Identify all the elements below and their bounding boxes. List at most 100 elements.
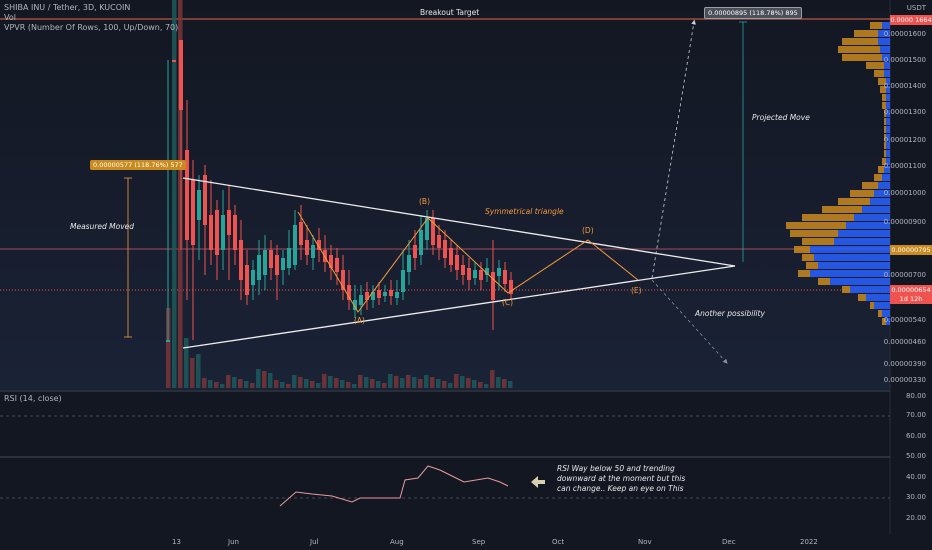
wave-label-c[interactable]: (C) bbox=[502, 298, 514, 307]
rsi-note-line-3[interactable]: can change.. Keep an eye on This bbox=[557, 484, 684, 493]
candle-body bbox=[305, 240, 309, 255]
candle-body bbox=[449, 248, 453, 265]
symmetrical-triangle-label[interactable]: Symmetrical triangle bbox=[485, 207, 564, 216]
candle-body bbox=[419, 230, 423, 255]
volume-bar bbox=[430, 377, 435, 388]
vpvr-bar-down bbox=[802, 214, 854, 221]
vpvr-bar-down bbox=[878, 310, 882, 317]
vpvr-bar-up bbox=[834, 238, 890, 245]
vpvr-bar-up bbox=[886, 86, 890, 93]
vpvr-bar-up bbox=[886, 142, 890, 149]
volume-bar bbox=[352, 384, 357, 388]
vpvr-bar-down bbox=[870, 302, 874, 309]
vpvr-bar-down bbox=[842, 286, 850, 293]
candle-body bbox=[233, 215, 237, 250]
price-axis-label: 0.00001200 bbox=[883, 136, 926, 144]
vpvr-bar-down bbox=[838, 46, 880, 53]
volume-bar bbox=[310, 381, 315, 388]
volume-bar bbox=[334, 378, 339, 388]
vpvr-bar-down bbox=[884, 110, 886, 117]
vpvr-bar-up bbox=[886, 318, 890, 325]
last-price-tag: 0.00000654 bbox=[890, 285, 932, 295]
volume-bar bbox=[478, 382, 483, 388]
vpvr-bar-up bbox=[854, 214, 890, 221]
volume-bar bbox=[424, 375, 429, 388]
volume-bar bbox=[322, 374, 327, 388]
candle-body bbox=[371, 292, 375, 300]
projected-move-label[interactable]: Projected Move bbox=[752, 113, 810, 122]
time-axis-label: 13 bbox=[172, 538, 181, 546]
vpvr-bar-up bbox=[870, 198, 890, 205]
vpvr-bar-up bbox=[874, 302, 890, 309]
measured-move-label[interactable]: Measured Moved bbox=[70, 222, 135, 231]
time-axis-label: Dec bbox=[722, 538, 736, 546]
rsi-axis-label: 40.00 bbox=[905, 473, 926, 481]
vpvr-bar-up bbox=[886, 126, 890, 133]
vpvr-bar-up bbox=[886, 94, 890, 101]
vpvr-bar-down bbox=[786, 222, 846, 229]
volume-bar bbox=[358, 375, 363, 388]
time-axis-label: Oct bbox=[552, 538, 565, 546]
candle-body bbox=[185, 150, 189, 240]
candle-body bbox=[263, 250, 267, 275]
candle-body bbox=[221, 215, 225, 250]
main-pane-bg bbox=[0, 0, 890, 390]
candle-body bbox=[479, 270, 483, 280]
vpvr-bar-up bbox=[810, 246, 890, 253]
volume-bar bbox=[328, 376, 333, 388]
triangle-upper-line[interactable] bbox=[182, 177, 736, 267]
volume-bars bbox=[166, 0, 513, 388]
wave-label-e[interactable]: (E) bbox=[631, 286, 642, 295]
wave-label-d[interactable]: (D) bbox=[582, 226, 594, 235]
another-possibility-label[interactable]: Another possibility bbox=[695, 309, 765, 318]
time-axis-label: Aug bbox=[390, 538, 404, 546]
candle-body bbox=[239, 240, 243, 280]
candle-body bbox=[251, 270, 255, 285]
price-axis-label: 0.00001500 bbox=[883, 56, 926, 64]
candle-body bbox=[245, 265, 249, 295]
measured-move-tag[interactable]: 0.00000577 (118.76%) 577 bbox=[90, 160, 186, 170]
rsi-note-line-1[interactable]: RSI Way below 50 and trending bbox=[557, 464, 675, 473]
vpvr-bar-down bbox=[838, 198, 870, 205]
vpvr-bar-up bbox=[886, 150, 890, 157]
volume-bar bbox=[370, 379, 375, 388]
candle-body bbox=[413, 245, 417, 258]
vpvr-bar-up bbox=[882, 22, 890, 29]
breakout-target-label[interactable]: Breakout Target bbox=[420, 8, 480, 17]
candle-body bbox=[269, 250, 273, 268]
triangle-lower-line[interactable] bbox=[182, 265, 736, 349]
vpvr-bar-down bbox=[884, 150, 886, 157]
volume-bar bbox=[256, 369, 261, 388]
current-price-tag: 0.00000795 bbox=[890, 245, 932, 255]
wave-label-b[interactable]: (B) bbox=[419, 197, 430, 206]
rsi-note-line-2[interactable]: downward at the moment but this bbox=[557, 474, 686, 483]
candle-body bbox=[166, 340, 170, 342]
symbol-title[interactable]: SHIBA INU / Tether, 3D, KUCOIN bbox=[4, 3, 131, 12]
vpvr-bar-up bbox=[882, 54, 890, 61]
vpvr-bar-down bbox=[884, 134, 886, 141]
candle-body bbox=[485, 268, 489, 275]
price-axis-currency: USDT bbox=[906, 4, 926, 12]
volume-bar bbox=[394, 376, 399, 388]
projected-move-tag[interactable]: 0.00000895 (118.78%) 895 bbox=[704, 7, 802, 19]
candle-body bbox=[335, 258, 339, 272]
volume-bar bbox=[208, 380, 213, 388]
vpvr-bar-down bbox=[802, 254, 814, 261]
candle-body bbox=[317, 240, 321, 250]
vpvr-bar-up bbox=[878, 182, 890, 189]
wave-label-a[interactable]: (A) bbox=[354, 316, 365, 325]
price-axis-label: 0.00001000 bbox=[883, 189, 926, 197]
vpvr-bar-up bbox=[882, 310, 890, 317]
vpvr-indicator-label[interactable]: VPVR (Number Of Rows, 100, Up/Down, 70) bbox=[4, 23, 179, 32]
rsi-indicator-label[interactable]: RSI (14, close) bbox=[4, 394, 62, 403]
time-axis-label: Nov bbox=[638, 538, 652, 546]
candle-body bbox=[467, 268, 471, 280]
volume-indicator-label[interactable]: Vol bbox=[4, 13, 16, 22]
candle-body bbox=[491, 272, 495, 300]
wave-path[interactable] bbox=[297, 211, 639, 313]
volume-bar bbox=[214, 382, 219, 388]
volume-bar bbox=[190, 358, 195, 388]
vpvr-bar-down bbox=[880, 86, 886, 93]
